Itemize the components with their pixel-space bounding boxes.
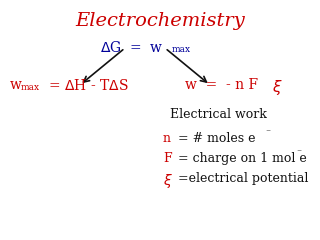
Text: $\xi$: $\xi$ bbox=[272, 78, 283, 97]
Text: = charge on 1 mol e: = charge on 1 mol e bbox=[174, 152, 307, 165]
Text: ⁻: ⁻ bbox=[296, 148, 301, 157]
Text: = # moles e: = # moles e bbox=[174, 132, 255, 145]
Text: Electrical work: Electrical work bbox=[170, 108, 267, 121]
Text: w  =  - n F: w = - n F bbox=[185, 78, 262, 92]
Text: Electrochemistry: Electrochemistry bbox=[75, 12, 245, 30]
Text: =electrical potential: =electrical potential bbox=[174, 172, 308, 185]
Text: max: max bbox=[21, 83, 40, 92]
Text: $\xi$: $\xi$ bbox=[163, 172, 173, 190]
Text: w: w bbox=[10, 78, 22, 92]
Text: n: n bbox=[163, 132, 171, 145]
Text: $\Delta$G  =  w: $\Delta$G = w bbox=[100, 40, 164, 55]
Text: F: F bbox=[163, 152, 172, 165]
Text: = $\Delta$H - T$\Delta$S: = $\Delta$H - T$\Delta$S bbox=[44, 78, 129, 93]
Text: ⁻: ⁻ bbox=[265, 128, 270, 137]
Text: max: max bbox=[172, 45, 191, 54]
